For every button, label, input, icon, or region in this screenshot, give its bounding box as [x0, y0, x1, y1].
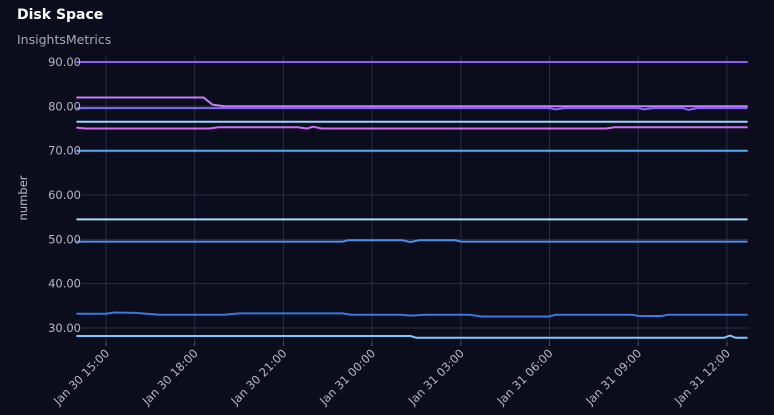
panel-subtitle: InsightsMetrics — [17, 32, 112, 47]
x-tick-label: Jan 30 18:00 — [139, 346, 201, 408]
series-line — [76, 311, 748, 318]
series-line — [76, 96, 748, 108]
series-line — [76, 239, 748, 243]
series-group — [76, 61, 748, 339]
series-line — [76, 334, 748, 339]
y-axis-label: number — [16, 175, 30, 220]
y-tick-label: 80.00 — [48, 99, 81, 113]
x-tick-label: Jan 31 12:00 — [671, 346, 733, 408]
x-axis: Jan 30 15:00 Jan 30 18:00 Jan 30 21:00 Jan … — [50, 342, 733, 408]
y-tick-label: 30.00 — [48, 321, 81, 335]
y-tick-label: 60.00 — [48, 188, 81, 202]
x-tick-label: Jan 30 21:00 — [227, 346, 289, 408]
y-tick-label: 90.00 — [48, 55, 81, 69]
x-tick-label: Jan 31 06:00 — [494, 346, 556, 408]
x-tick-label: Jan 31 09:00 — [582, 346, 644, 408]
x-tick-label: Jan 31 00:00 — [316, 346, 378, 408]
y-tick-label: 50.00 — [48, 232, 81, 246]
y-axis: 90.00 80.00 70.00 60.00 50.00 40.00 30.00 — [48, 55, 81, 335]
y-tick-label: 70.00 — [48, 144, 81, 158]
x-tick-label: Jan 30 15:00 — [50, 346, 112, 408]
panel-title: Disk Space — [17, 7, 104, 23]
series-line — [76, 125, 748, 130]
x-tick-label: Jan 31 03:00 — [405, 346, 467, 408]
y-tick-label: 40.00 — [48, 277, 81, 291]
series-line — [76, 107, 748, 111]
